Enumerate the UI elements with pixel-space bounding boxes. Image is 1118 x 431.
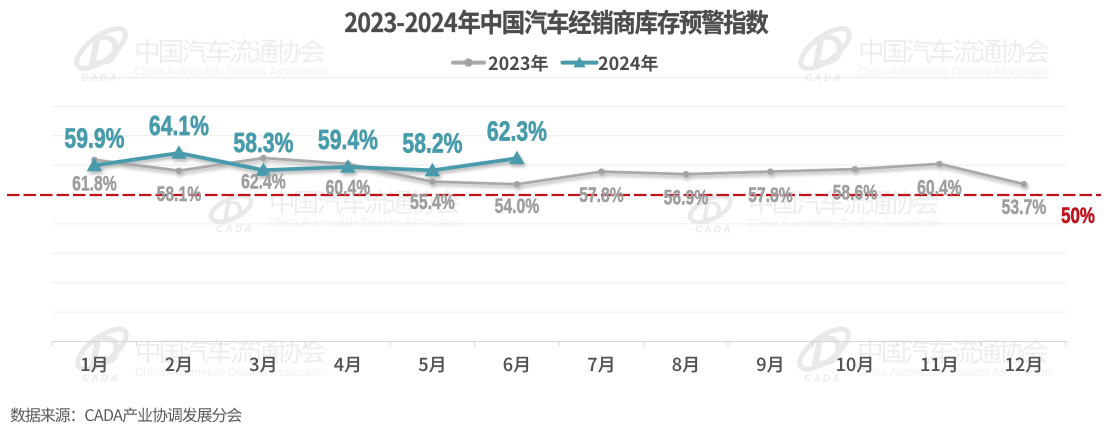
svg-text:53.7%: 53.7% <box>1002 195 1047 219</box>
svg-text:58.6%: 58.6% <box>833 180 878 204</box>
svg-text:58.3%: 58.3% <box>233 127 293 159</box>
svg-text:58.2%: 58.2% <box>402 128 462 160</box>
svg-text:61.8%: 61.8% <box>72 171 117 195</box>
svg-text:64.1%: 64.1% <box>149 110 209 142</box>
svg-text:59.4%: 59.4% <box>318 124 378 156</box>
svg-text:50%: 50% <box>1061 204 1095 229</box>
svg-text:62.4%: 62.4% <box>241 169 286 193</box>
svg-text:54.0%: 54.0% <box>495 194 540 218</box>
svg-text:56.9%: 56.9% <box>664 185 709 209</box>
svg-text:55.4%: 55.4% <box>410 190 455 214</box>
svg-text:60.4%: 60.4% <box>917 175 962 199</box>
svg-text:57.8%: 57.8% <box>748 183 793 207</box>
svg-text:59.9%: 59.9% <box>64 123 124 155</box>
svg-text:57.8%: 57.8% <box>579 183 624 207</box>
svg-text:58.1%: 58.1% <box>157 182 202 206</box>
svg-text:60.4%: 60.4% <box>326 175 371 199</box>
svg-text:62.3%: 62.3% <box>487 115 547 147</box>
